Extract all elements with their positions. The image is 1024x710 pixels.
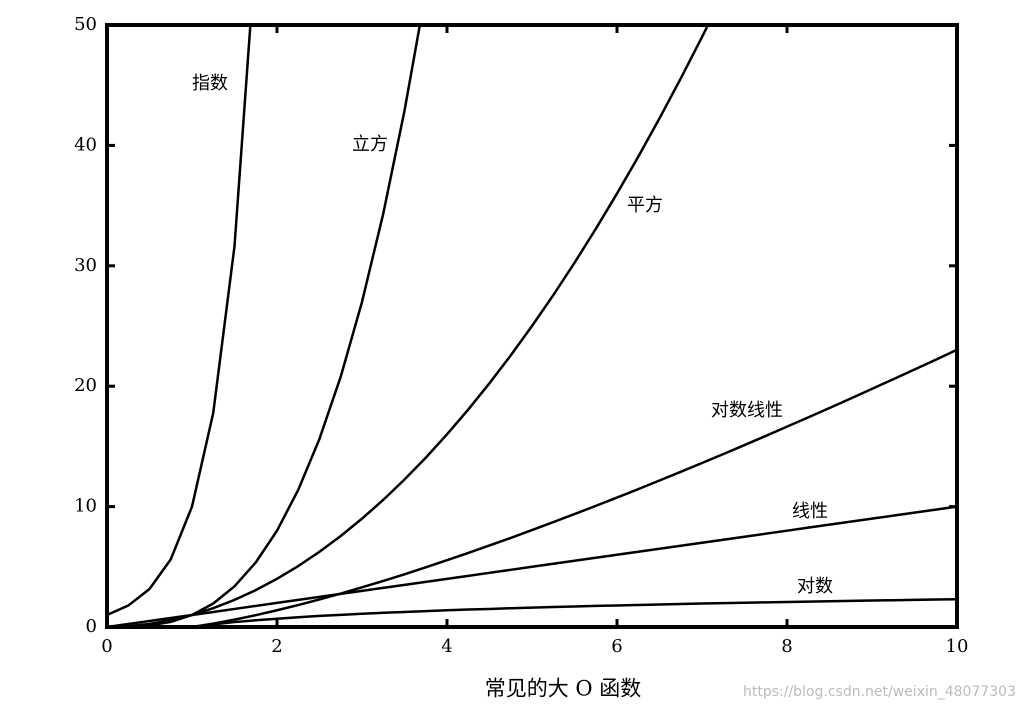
x-tick-label: 6 bbox=[611, 636, 622, 657]
series-line bbox=[107, 348, 957, 627]
plot-area bbox=[107, 25, 957, 627]
series-line bbox=[107, 25, 252, 617]
series-line bbox=[107, 25, 422, 627]
series-label: 对数 bbox=[797, 576, 833, 597]
x-tick-label: 2 bbox=[271, 636, 282, 657]
y-tick-label: 40 bbox=[74, 134, 97, 155]
x-axis-label: 常见的大 O 函数 bbox=[485, 677, 642, 701]
x-tick-label: 0 bbox=[101, 636, 112, 657]
series-label: 立方 bbox=[352, 134, 388, 155]
series-label: 对数线性 bbox=[711, 400, 783, 421]
x-tick-label: 4 bbox=[441, 636, 452, 657]
y-tick-label: 20 bbox=[74, 375, 97, 396]
series-label: 指数 bbox=[192, 73, 228, 94]
watermark: https://blog.csdn.net/weixin_48077303 bbox=[743, 684, 1016, 700]
series-line bbox=[184, 598, 957, 627]
x-tick-label: 10 bbox=[946, 636, 969, 657]
y-tick-label: 10 bbox=[74, 496, 97, 517]
series-label: 线性 bbox=[792, 501, 828, 522]
y-tick-label: 30 bbox=[74, 255, 97, 276]
series-line bbox=[107, 25, 710, 627]
series-label: 平方 bbox=[627, 195, 663, 216]
plot-frame bbox=[105, 23, 959, 629]
y-tick-label: 50 bbox=[74, 14, 97, 35]
series-line bbox=[107, 505, 957, 627]
y-tick-label: 0 bbox=[86, 616, 97, 637]
x-tick-label: 8 bbox=[781, 636, 792, 657]
